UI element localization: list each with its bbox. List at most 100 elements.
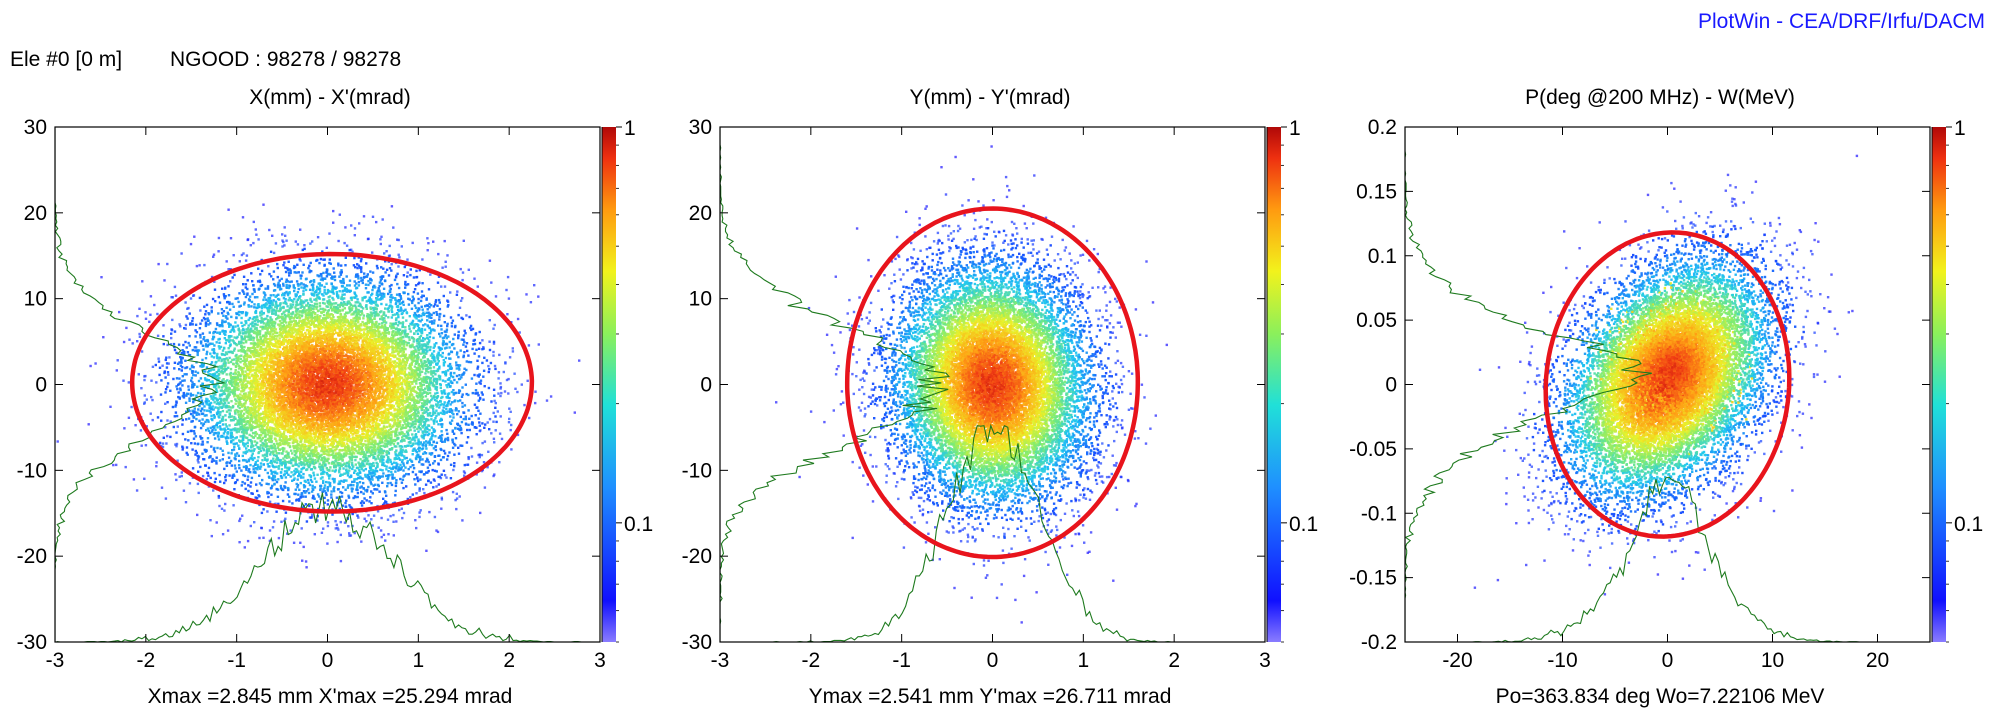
particle-point bbox=[365, 520, 368, 523]
particle-point bbox=[299, 455, 302, 458]
particle-point bbox=[342, 420, 346, 423]
particle-point bbox=[278, 285, 282, 289]
particle-point bbox=[207, 385, 210, 388]
particle-point bbox=[227, 294, 231, 297]
particle-point bbox=[370, 449, 374, 452]
particle-point bbox=[347, 463, 351, 466]
particle-point bbox=[301, 347, 305, 351]
particle-point bbox=[390, 473, 394, 476]
particle-point bbox=[302, 466, 306, 469]
particle-point bbox=[249, 456, 252, 460]
particle-point bbox=[363, 272, 366, 275]
particle-point bbox=[416, 353, 419, 357]
particle-point bbox=[463, 471, 467, 475]
particle-point bbox=[218, 381, 221, 384]
particle-point bbox=[278, 319, 282, 323]
particle-point bbox=[275, 510, 278, 513]
particle-point bbox=[302, 293, 305, 296]
particle-point bbox=[352, 330, 356, 334]
particle-point bbox=[233, 415, 236, 419]
particle-point bbox=[187, 306, 190, 310]
particle-point bbox=[246, 420, 250, 423]
particle-point bbox=[382, 367, 386, 371]
particle-point bbox=[401, 321, 405, 324]
particle-point bbox=[317, 457, 321, 460]
particle-point bbox=[268, 434, 271, 437]
particle-point bbox=[256, 323, 259, 326]
particle-point bbox=[378, 446, 381, 449]
particle-point bbox=[290, 280, 293, 283]
particle-point bbox=[190, 420, 193, 423]
particle-point bbox=[162, 436, 165, 439]
particle-point bbox=[218, 341, 221, 344]
particle-point bbox=[302, 263, 305, 266]
particle-point bbox=[306, 302, 310, 305]
particle-point bbox=[340, 479, 343, 483]
particle-point bbox=[289, 312, 293, 315]
particle-point bbox=[193, 235, 196, 238]
particle-point bbox=[442, 391, 446, 394]
particle-point bbox=[218, 331, 221, 334]
particle-point bbox=[420, 290, 424, 293]
particle-point bbox=[282, 282, 285, 286]
particle-point bbox=[342, 455, 346, 458]
particle-point bbox=[390, 333, 394, 336]
particle-point bbox=[364, 475, 367, 478]
particle-point bbox=[395, 305, 399, 308]
particle-point bbox=[222, 389, 225, 393]
particle-point bbox=[492, 411, 495, 415]
particle-point bbox=[365, 300, 368, 303]
particle-point bbox=[199, 396, 203, 399]
particle-point bbox=[403, 457, 406, 460]
particle-point bbox=[284, 300, 287, 303]
particle-point bbox=[398, 508, 401, 512]
particle-point bbox=[151, 365, 155, 368]
particle-point bbox=[226, 379, 229, 382]
particle-point bbox=[336, 316, 340, 319]
particle-point bbox=[450, 374, 453, 378]
particle-point bbox=[283, 294, 286, 297]
particle-point bbox=[350, 319, 353, 322]
particle-point bbox=[440, 473, 443, 476]
particle-point bbox=[240, 417, 243, 420]
particle-point bbox=[365, 304, 368, 307]
particle-point bbox=[498, 432, 502, 435]
particle-point bbox=[379, 362, 383, 365]
particle-point bbox=[397, 415, 400, 418]
particle-point bbox=[181, 366, 184, 369]
particle-point bbox=[237, 444, 240, 447]
particle-point bbox=[244, 420, 247, 423]
particle-point bbox=[378, 354, 382, 357]
particle-point bbox=[255, 417, 258, 420]
particle-cloud bbox=[56, 203, 581, 569]
particle-point bbox=[415, 330, 418, 333]
particle-point bbox=[291, 479, 294, 482]
particle-point bbox=[429, 360, 433, 363]
particle-point bbox=[335, 523, 338, 526]
particle-point bbox=[482, 398, 485, 401]
particle-point bbox=[191, 317, 195, 320]
particle-point bbox=[394, 489, 397, 493]
particle-point bbox=[237, 464, 241, 467]
particle-point bbox=[462, 343, 465, 346]
particle-point bbox=[485, 359, 489, 362]
particle-point bbox=[415, 420, 419, 423]
particle-point bbox=[500, 391, 503, 395]
particle-point bbox=[440, 403, 443, 406]
particle-point bbox=[429, 354, 433, 357]
particle-point bbox=[232, 254, 235, 257]
particle-point bbox=[384, 321, 388, 324]
particle-point bbox=[338, 507, 341, 511]
particle-point bbox=[201, 418, 204, 421]
particle-point bbox=[223, 401, 227, 405]
particle-point bbox=[210, 445, 213, 448]
particle-point bbox=[348, 388, 351, 391]
particle-point bbox=[368, 330, 372, 333]
particle-point bbox=[355, 434, 358, 437]
particle-point bbox=[355, 282, 358, 285]
particle-point bbox=[321, 307, 325, 311]
particle-point bbox=[231, 449, 234, 452]
particle-point bbox=[276, 262, 279, 266]
particle-point bbox=[408, 363, 412, 366]
particle-point bbox=[220, 399, 223, 402]
